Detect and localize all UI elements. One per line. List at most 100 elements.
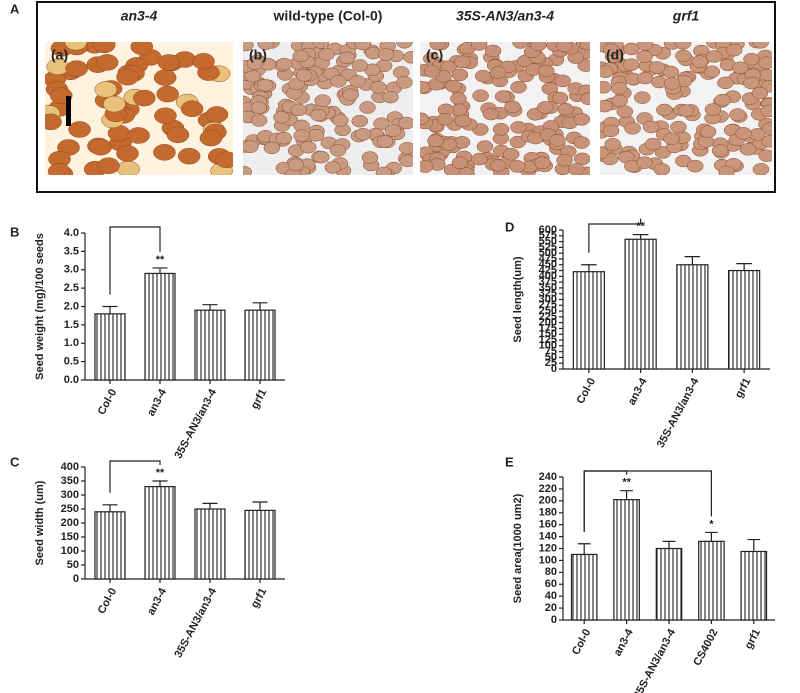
seed [510,121,527,134]
seed [250,114,268,127]
seed [359,101,376,114]
seed [117,160,140,175]
seed [454,114,472,128]
seed [600,99,613,113]
y-tick-label: 200 [539,317,557,329]
seed [399,154,413,168]
y-tick-label: 100 [539,554,557,566]
y-tick-label: 20 [545,602,557,614]
comparison-bracket [583,470,712,532]
panel-label: A [10,1,20,16]
seed [644,137,662,151]
seed [420,160,434,173]
seed [330,75,347,88]
y-tick-label: 400 [61,461,79,473]
y-tick-label: 2.0 [64,300,79,312]
seed [257,42,274,50]
seed [600,80,612,94]
bar [698,540,725,621]
seed [153,144,176,161]
x-tick-label: 35S-AN3/an3-4 [172,585,219,659]
seed [349,75,366,88]
panel-label: B [10,224,19,239]
photo [243,42,413,175]
y-tick-label: 300 [539,293,557,305]
seed [656,103,673,117]
seed [674,42,692,50]
y-tick-label: 75 [545,346,557,358]
seed [482,107,500,121]
seed [504,100,521,114]
seed [130,42,153,55]
y-tick-label: 180 [539,507,557,519]
seed [310,108,327,122]
y-tick-label: 60 [545,578,557,590]
seed [761,135,772,148]
y-tick-label: 275 [539,299,557,311]
scale-bar [66,96,71,126]
y-axis-label: Seed weight (mg)/100 seeds [34,233,46,380]
seed [177,147,201,165]
seed [287,158,305,171]
significance: ** [636,221,645,233]
y-tick-label: 400 [539,270,557,282]
bar [244,509,276,580]
seed [103,95,126,113]
x-tick-label: Col-0 [96,387,120,417]
error-bar [662,540,676,549]
y-tick-label: 375 [539,276,557,288]
seed [556,42,573,53]
y-tick-label: 350 [539,282,557,294]
seed [244,69,261,83]
seed [445,79,462,93]
error-bar [152,267,168,274]
significance: ** [622,477,631,489]
y-tick-label: 40 [545,590,557,602]
bar [727,269,761,370]
seed [600,65,614,78]
x-tick-label: grf1 [249,586,269,610]
seed [711,144,729,157]
seed [199,129,223,147]
y-tick-label: 200 [539,495,557,507]
x-tick-label: 35S-AN3/an3-4 [631,626,678,693]
y-tick-label: 25 [545,357,557,369]
seed [361,151,379,164]
seed [127,127,150,144]
seed [313,150,330,164]
seed [256,79,274,92]
seed [89,138,112,156]
seed [458,167,475,175]
seed [354,42,372,51]
seed [648,61,666,74]
y-tick-label: 100 [539,340,557,352]
y-tick-label: 325 [539,288,557,300]
seed [554,74,571,88]
seed [752,42,769,49]
x-tick-label: an3-4 [145,585,170,617]
seed [489,66,507,79]
seed [494,90,512,103]
photo-title: an3-4 [121,8,158,24]
y-tick-label: 125 [539,334,557,346]
y-tick-label: 450 [539,259,557,271]
seed [45,113,62,131]
bar [94,511,126,580]
photo-label: (b) [249,47,267,63]
seed [474,69,492,83]
seed [351,59,369,72]
seed [116,68,139,86]
bar [570,553,598,621]
error-bar [747,538,761,552]
seed [758,149,772,162]
y-tick-label: 150 [61,531,79,543]
significance: ** [156,467,165,479]
seed [180,100,204,118]
y-tick-label: 150 [539,328,557,340]
photo-label: (c) [426,47,443,63]
seed [156,85,179,103]
seed [538,64,555,78]
seed [436,113,454,126]
seed [382,90,399,104]
seed [729,108,746,121]
